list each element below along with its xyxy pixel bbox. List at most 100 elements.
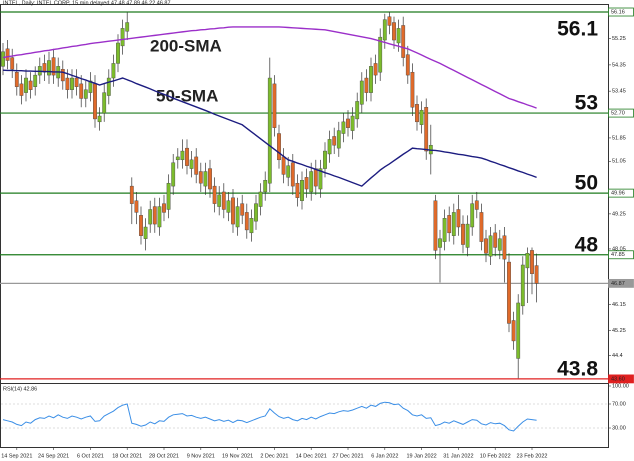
candle-body	[350, 115, 355, 131]
candle-body	[336, 130, 341, 149]
candle-body	[231, 197, 235, 225]
candle-body	[93, 83, 97, 120]
candle-body	[235, 206, 240, 228]
sma-annotation: 200-SMA	[150, 36, 222, 55]
y-tick-label: 100.00	[612, 383, 629, 389]
candle-body	[474, 200, 479, 210]
candle-body	[387, 16, 392, 26]
candle-body	[28, 80, 33, 90]
level-label: 46.87	[611, 281, 625, 287]
candle-body	[47, 60, 51, 76]
sma-annotation: 50-SMA	[156, 86, 218, 105]
x-tick-label: 6 Jan 2022	[371, 453, 398, 459]
candle-body	[180, 150, 185, 161]
candle-body	[129, 185, 134, 204]
level-label: 43.60	[611, 376, 625, 382]
candle-body	[479, 212, 484, 242]
x-tick-label: 14 Sep 2021	[1, 453, 32, 459]
candle-body	[488, 235, 493, 257]
candle-body	[249, 218, 254, 234]
x-tick-label: 23 Feb 2022	[517, 453, 548, 459]
candle-body	[470, 203, 475, 228]
candle-body	[525, 253, 530, 269]
candle-body	[493, 232, 498, 248]
x-tick-label: 9 Nov 2021	[187, 453, 215, 459]
chart-title: INTEL, Daily: INTEL CORP, 15 min delayed…	[3, 0, 171, 6]
candle-body	[19, 83, 24, 96]
x-tick-label: 24 Sep 2021	[38, 453, 69, 459]
sma-line	[2, 69, 537, 187]
candle-body	[438, 238, 442, 248]
candle-body	[355, 101, 360, 120]
y-tick-label: 51.05	[612, 159, 626, 165]
candle-body	[244, 212, 249, 231]
y-tick-label: 48.05	[612, 246, 626, 252]
candle-body	[120, 28, 125, 47]
candle-body	[290, 162, 295, 187]
candle-body	[226, 200, 231, 213]
candle-body	[318, 168, 323, 190]
y-tick-label: 53.45	[612, 89, 626, 95]
x-tick-label: 18 Oct 2021	[112, 453, 142, 459]
candle-body	[51, 57, 56, 76]
y-tick-label: 55.25	[612, 36, 626, 42]
level-annotation: 53	[575, 92, 598, 115]
rsi-line	[2, 401, 537, 432]
candle-body	[373, 63, 378, 76]
candle-body	[221, 191, 226, 210]
candle-body	[447, 215, 452, 234]
candle-body	[405, 54, 410, 76]
candle-body	[134, 200, 139, 213]
candle-body	[396, 28, 401, 44]
level-annotation: 56.1	[557, 18, 598, 41]
x-tick-label: 27 Dec 2021	[332, 453, 363, 459]
y-tick-label: 46.15	[612, 302, 626, 308]
candle-body	[451, 212, 456, 236]
y-tick-label: 45.25	[612, 328, 626, 334]
y-tick-label: 70.00	[612, 401, 626, 407]
candle-body	[106, 77, 111, 96]
candle-body	[166, 182, 171, 210]
candle-body	[277, 133, 281, 161]
candle-body	[240, 203, 245, 216]
candle-body	[208, 168, 212, 190]
candle-body	[323, 150, 327, 169]
candle-body	[217, 194, 222, 207]
candle-body	[502, 235, 507, 260]
candle-body	[378, 36, 383, 73]
candle-body	[295, 182, 300, 198]
candle-body	[65, 77, 70, 90]
candle-body	[281, 156, 286, 175]
candle-body	[507, 261, 511, 324]
x-tick-label: 14 Dec 2021	[296, 453, 327, 459]
candle-body	[442, 218, 447, 242]
x-tick-label: 19 Jan 2022	[406, 453, 436, 459]
candle-body	[382, 19, 387, 41]
candle-body	[1, 51, 5, 67]
level-label: 49.96	[611, 191, 625, 197]
candle-body	[212, 185, 217, 204]
candle-body	[272, 83, 277, 128]
candle-body	[152, 206, 157, 225]
x-tick-label: 2 Dec 2021	[260, 453, 288, 459]
level-annotation: 50	[575, 172, 598, 195]
candle-body	[263, 180, 268, 193]
candle-body	[346, 118, 350, 128]
y-tick-label: 30.00	[612, 425, 626, 431]
level-label: 47.85	[611, 252, 625, 258]
candle-body	[415, 104, 419, 123]
sma-line	[2, 26, 537, 109]
candle-body	[359, 80, 364, 105]
x-tick-label: 19 Nov 2021	[222, 453, 253, 459]
candle-body	[14, 71, 19, 87]
x-tick-label: 10 Feb 2022	[480, 453, 511, 459]
candle-body	[286, 165, 291, 178]
candle-body	[185, 147, 189, 166]
candle-body	[83, 89, 88, 99]
candle-body	[198, 171, 203, 184]
level-annotation: 43.8	[557, 357, 598, 380]
level-label: 56.16	[611, 9, 625, 15]
candle-body	[497, 238, 502, 251]
candle-body	[189, 159, 194, 169]
